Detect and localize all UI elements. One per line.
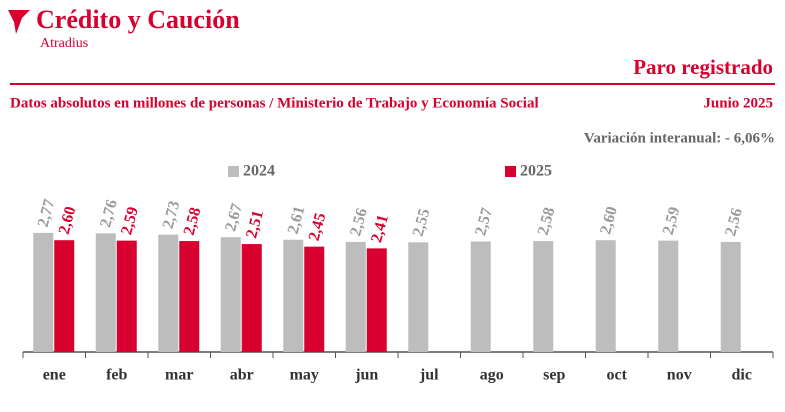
x-tick-label: oct xyxy=(607,367,628,384)
x-tick-label: nov xyxy=(667,367,692,384)
value-label: 2,77 xyxy=(35,197,59,228)
value-label: 2,61 xyxy=(285,204,309,235)
bar xyxy=(179,241,200,352)
bar xyxy=(54,240,75,352)
bar xyxy=(595,240,616,352)
value-label: 2,58 xyxy=(535,206,559,237)
bar xyxy=(470,241,491,352)
value-label: 2,41 xyxy=(368,213,392,244)
bar xyxy=(533,241,554,352)
bar xyxy=(95,233,116,352)
bar xyxy=(116,240,137,352)
x-tick-label: may xyxy=(290,367,319,384)
x-tick-label: jul xyxy=(419,367,439,384)
value-label: 2,76 xyxy=(97,198,121,229)
logo xyxy=(8,10,30,34)
bar xyxy=(158,234,179,352)
bar xyxy=(366,248,387,352)
x-tick-label: sep xyxy=(543,367,565,384)
x-tick-label: jun xyxy=(354,367,378,384)
chart-title: Paro registrado xyxy=(633,55,773,79)
value-label: 2,59 xyxy=(660,205,684,236)
bar xyxy=(408,242,429,352)
value-label: 2,60 xyxy=(597,205,621,236)
x-tick-label: abr xyxy=(230,367,254,384)
brand-sub: Atradius xyxy=(40,36,88,51)
value-label: 2,67 xyxy=(222,202,246,233)
bar xyxy=(33,232,54,352)
x-tick-label: mar xyxy=(165,367,193,384)
x-tick-label: ago xyxy=(480,367,504,384)
value-label: 2,45 xyxy=(306,211,330,242)
value-label: 2,56 xyxy=(347,206,371,237)
date: Junio 2025 xyxy=(703,95,773,111)
value-label: 2,59 xyxy=(118,205,142,236)
legend-label: 2024 xyxy=(243,163,275,180)
legend-swatch xyxy=(228,166,239,177)
bar xyxy=(345,241,366,352)
value-label: 2,51 xyxy=(243,209,267,240)
value-label: 2,55 xyxy=(410,207,434,238)
bar xyxy=(658,240,679,352)
value-label: 2,57 xyxy=(472,206,496,237)
x-tick-label: dic xyxy=(732,367,752,384)
value-label: 2,56 xyxy=(722,206,746,237)
legend-label: 2025 xyxy=(520,163,552,180)
bar xyxy=(241,244,262,352)
bar xyxy=(720,241,741,352)
legend-swatch xyxy=(505,166,516,177)
subtitle: Datos absolutos en millones de personas … xyxy=(10,95,539,111)
value-label: 2,60 xyxy=(56,205,80,236)
brand-name: Crédito y Caución xyxy=(36,5,240,34)
x-tick-label: feb xyxy=(106,367,127,384)
value-label: 2,73 xyxy=(160,199,184,230)
x-tick-label: ene xyxy=(43,367,66,384)
annotation: Variación interanual: - 6,06% xyxy=(584,130,775,146)
bar xyxy=(220,237,241,352)
bar xyxy=(283,239,304,352)
bar xyxy=(304,246,325,352)
value-label: 2,58 xyxy=(181,206,205,237)
